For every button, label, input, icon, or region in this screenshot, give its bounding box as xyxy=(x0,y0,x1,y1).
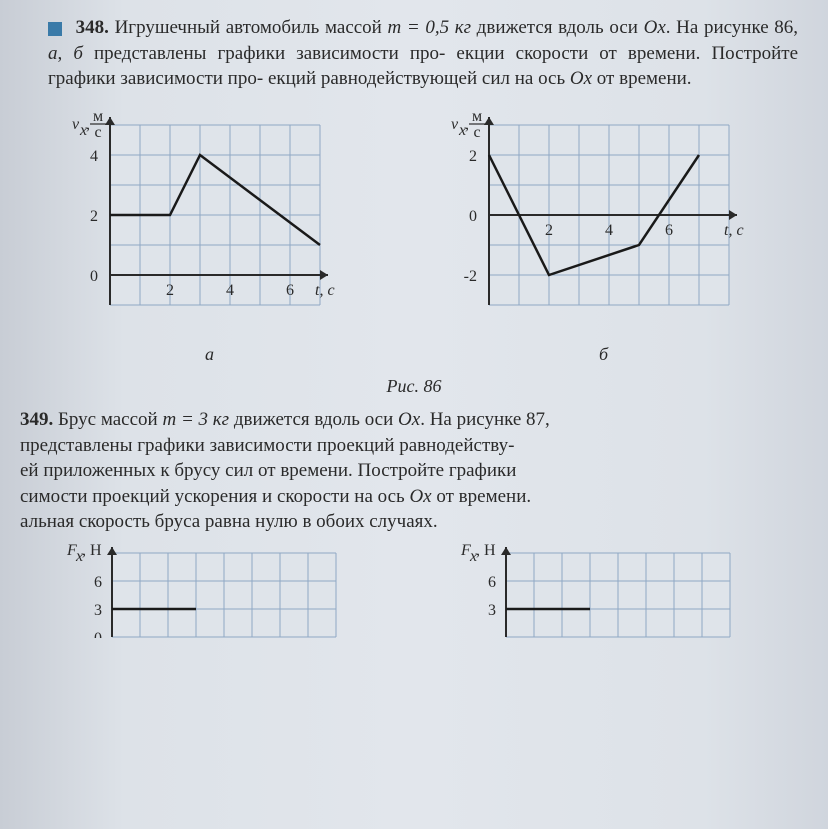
p348-t1b: движется вдоль xyxy=(471,17,604,38)
chart-a: 246024vx,мсt, с xyxy=(55,110,365,340)
figure-caption: Рис. 86 xyxy=(0,376,828,397)
p348-t2b: . На рисунке 86, xyxy=(666,17,798,38)
svg-text:3: 3 xyxy=(94,602,102,619)
problem-number: 348. xyxy=(76,17,109,38)
chart-b: 246-202vx,мсt, с xyxy=(434,110,774,340)
p348-ax2: Ox xyxy=(570,68,592,89)
chart-c: Fx, Н630 xyxy=(57,543,377,638)
svg-text:v: v xyxy=(451,116,459,133)
chart-d: Fx, Н63 xyxy=(451,543,771,638)
svg-text:с: с xyxy=(473,124,480,141)
chart-a-label: а xyxy=(205,344,214,365)
p349-t5: альная скорость бруса равна нулю в обоих… xyxy=(20,511,438,532)
figure-86: 246024vx,мсt, с а 246-202vx,мсt, с б xyxy=(0,100,828,370)
svg-text:с: с xyxy=(94,124,101,141)
p349-t2: представлены графики зависимости проекци… xyxy=(20,435,514,456)
p348-t4b: от времени. xyxy=(592,68,692,89)
p349-t1b: движется вдоль оси xyxy=(229,409,398,430)
svg-text:t, с: t, с xyxy=(315,282,335,299)
svg-text:0: 0 xyxy=(469,208,477,225)
svg-text:2: 2 xyxy=(166,282,174,299)
svg-text:0: 0 xyxy=(94,630,102,638)
p349-ax1: Ox xyxy=(398,409,420,430)
svg-text:6: 6 xyxy=(488,574,496,591)
p348-t4: екций равнодействующей сил на ось xyxy=(268,68,570,89)
p348-t2d: представлены графики зависимости про- xyxy=(83,43,445,64)
p349-t4b: от времени. xyxy=(432,486,532,507)
p349-t1: Брус массой xyxy=(53,409,162,430)
svg-text:2: 2 xyxy=(469,148,477,165)
p349-t4: симости проекций ускорения и скорости на… xyxy=(20,486,409,507)
p348-t1: Игрушечный автомобиль массой xyxy=(115,17,388,38)
svg-text:4: 4 xyxy=(226,282,234,299)
p349-num: 349. xyxy=(20,409,53,430)
p349-ax2: Ox xyxy=(409,486,431,507)
p349-t1c: . На рисунке 87, xyxy=(420,409,550,430)
problem-348: 348. Игрушечный автомобиль массой m = 0,… xyxy=(0,15,828,92)
svg-text:2: 2 xyxy=(90,208,98,225)
svg-text:3: 3 xyxy=(488,602,496,619)
svg-text:м: м xyxy=(92,110,102,125)
p348-mass: m = 0,5 кг xyxy=(388,17,472,38)
p348-fb: б xyxy=(73,43,83,64)
p349-mass: m = 3 кг xyxy=(162,409,229,430)
svg-text:t, с: t, с xyxy=(724,222,744,239)
svg-text:0: 0 xyxy=(90,268,98,285)
svg-text:, Н: , Н xyxy=(476,543,496,559)
svg-text:, Н: , Н xyxy=(82,543,102,559)
svg-text:-2: -2 xyxy=(463,268,476,285)
p348-t2: оси xyxy=(609,17,643,38)
svg-text:6: 6 xyxy=(286,282,294,299)
p349-t3: ей приложенных к брусу сил от времени. П… xyxy=(20,460,516,481)
p348-ax1: Ox xyxy=(644,17,666,38)
svg-text:,: , xyxy=(465,116,469,133)
chart-b-wrap: 246-202vx,мсt, с б xyxy=(434,110,774,365)
p348-fa: а xyxy=(48,43,58,64)
problem-349: 349. Брус массой m = 3 кг движется вдоль… xyxy=(0,407,828,535)
svg-text:м: м xyxy=(471,110,481,125)
svg-text:4: 4 xyxy=(605,222,613,239)
figure-87-partial: Fx, Н630 Fx, Н63 xyxy=(0,543,828,638)
p348-t2c: , xyxy=(58,43,74,64)
problem-marker-icon xyxy=(48,22,62,36)
svg-text:6: 6 xyxy=(665,222,673,239)
svg-text:2: 2 xyxy=(545,222,553,239)
svg-text:v: v xyxy=(72,116,80,133)
chart-a-wrap: 246024vx,мсt, с а xyxy=(55,110,365,365)
chart-b-label: б xyxy=(599,344,608,365)
svg-text:6: 6 xyxy=(94,574,102,591)
svg-text:4: 4 xyxy=(90,148,98,165)
svg-text:,: , xyxy=(86,116,90,133)
